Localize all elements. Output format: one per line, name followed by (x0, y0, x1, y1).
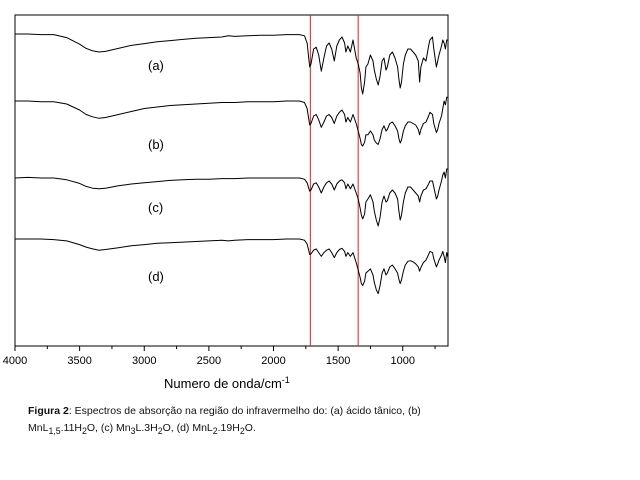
ir-spectra-chart: (a) (b) (c) (d) 4000 3500 3000 2500 2000 1500 100… (3, 14, 449, 391)
caption-sub-11: 2 (239, 426, 245, 437)
caption-sub-9: 2 (212, 426, 218, 437)
caption-text-8: O, (d) MnL (162, 422, 213, 434)
x-tick-label-4: 2000 (261, 355, 285, 367)
caption-sub-3: 2 (82, 426, 87, 437)
caption-text-10: .19H (217, 422, 240, 434)
series-1-label: (b) (148, 137, 164, 152)
series-1-line (15, 96, 448, 147)
caption-sub-5: 3 (130, 426, 136, 437)
caption-text-6: L.3H (135, 422, 158, 434)
x-tick-label-5: 1500 (326, 355, 350, 367)
caption-text-0: : Espectros de absorção na região do inf… (28, 405, 421, 434)
caption-sub-7: 2 (157, 426, 163, 437)
caption-text-12: O. (244, 422, 256, 434)
caption-text-4: O, (c) Mn (86, 422, 131, 434)
series-2-label: (c) (148, 200, 163, 215)
plot-frame (14, 14, 449, 347)
series-labels: (a) (b) (c) (d) (148, 58, 164, 284)
caption-text-2: .11H (60, 422, 83, 434)
x-axis-ticks: 4000 3500 3000 2500 2000 1500 1000 (3, 346, 436, 367)
series-3-label: (d) (148, 269, 164, 284)
x-tick-label-3: 2500 (197, 355, 221, 367)
x-tick-label-0: 4000 (3, 355, 27, 367)
series-0-label: (a) (148, 58, 164, 73)
series-0-line (15, 33, 448, 95)
reference-lines (309, 15, 359, 346)
x-tick-label-2: 3000 (132, 355, 156, 367)
x-axis-title: Numero de onda/cm-1 (164, 375, 290, 391)
series-3-line (15, 238, 449, 295)
series-group (14, 33, 449, 295)
caption-sub-1: 1,5 (48, 426, 61, 437)
x-tick-label-1: 3500 (67, 355, 91, 367)
x-tick-label-6: 1000 (391, 355, 415, 367)
figure-caption: Figura 2: Espectros de absorção na regiã… (28, 403, 488, 440)
caption-label: Figura 2 (28, 405, 69, 417)
series-2-line (14, 168, 448, 227)
